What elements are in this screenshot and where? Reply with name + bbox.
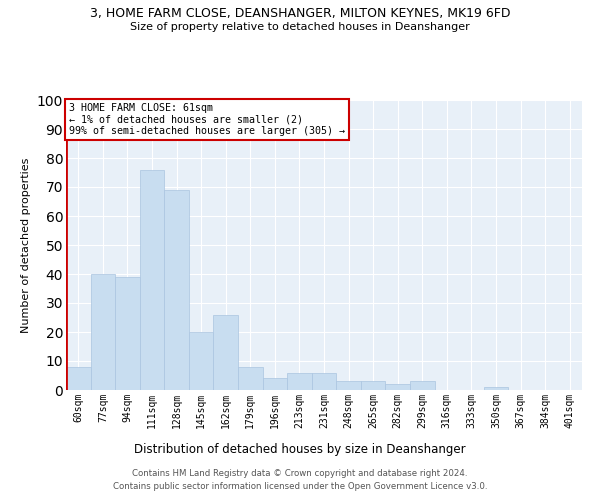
- Bar: [484, 387, 508, 390]
- Text: 3, HOME FARM CLOSE, DEANSHANGER, MILTON KEYNES, MK19 6FD: 3, HOME FARM CLOSE, DEANSHANGER, MILTON …: [90, 8, 510, 20]
- Bar: [91, 274, 115, 390]
- Bar: [164, 190, 189, 390]
- Bar: [214, 314, 238, 390]
- Bar: [189, 332, 214, 390]
- Bar: [238, 367, 263, 390]
- Bar: [361, 382, 385, 390]
- Bar: [140, 170, 164, 390]
- Bar: [336, 382, 361, 390]
- Text: Size of property relative to detached houses in Deanshanger: Size of property relative to detached ho…: [130, 22, 470, 32]
- Bar: [115, 277, 140, 390]
- Y-axis label: Number of detached properties: Number of detached properties: [21, 158, 31, 332]
- Text: Distribution of detached houses by size in Deanshanger: Distribution of detached houses by size …: [134, 442, 466, 456]
- Bar: [385, 384, 410, 390]
- Bar: [263, 378, 287, 390]
- Bar: [287, 372, 312, 390]
- Bar: [312, 372, 336, 390]
- Text: Contains public sector information licensed under the Open Government Licence v3: Contains public sector information licen…: [113, 482, 487, 491]
- Text: 3 HOME FARM CLOSE: 61sqm
← 1% of detached houses are smaller (2)
99% of semi-det: 3 HOME FARM CLOSE: 61sqm ← 1% of detache…: [68, 103, 344, 136]
- Bar: [66, 367, 91, 390]
- Bar: [410, 382, 434, 390]
- Text: Contains HM Land Registry data © Crown copyright and database right 2024.: Contains HM Land Registry data © Crown c…: [132, 468, 468, 477]
